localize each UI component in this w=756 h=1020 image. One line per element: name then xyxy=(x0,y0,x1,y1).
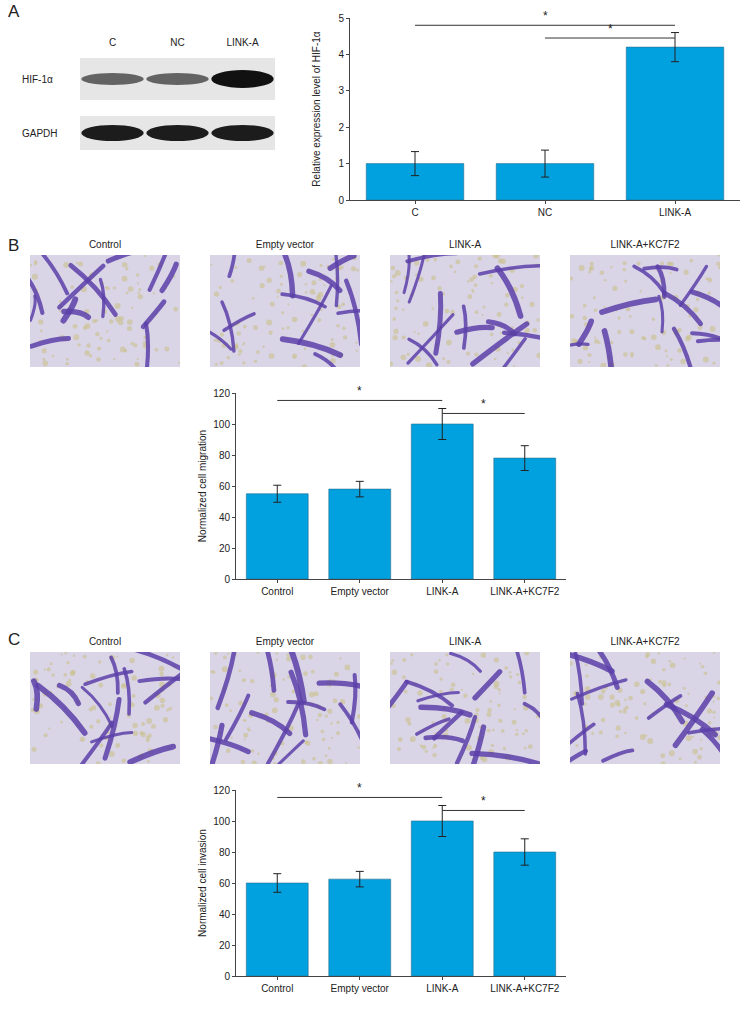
svg-text:NC: NC xyxy=(538,207,552,218)
svg-text:Normalized cell migration: Normalized cell migration xyxy=(197,430,208,542)
html-text:Control: Control xyxy=(88,239,122,250)
svg-text:Normalized cell invasion: Normalized cell invasion xyxy=(197,829,208,937)
html-text:LINK-A: LINK-A xyxy=(448,239,482,250)
svg-text:NC: NC xyxy=(170,37,184,48)
svg-text:4: 4 xyxy=(338,49,344,60)
svg-text:Control: Control xyxy=(261,586,293,597)
svg-text:0: 0 xyxy=(224,971,230,982)
svg-text:*: * xyxy=(543,9,548,23)
html-text:A: A xyxy=(8,2,20,21)
svg-text:*: * xyxy=(608,22,613,36)
svg-text:40: 40 xyxy=(219,909,231,920)
svg-text:GAPDH: GAPDH xyxy=(22,128,58,139)
svg-text:C: C xyxy=(109,37,116,48)
html-text:B: B xyxy=(8,236,20,255)
svg-text:*: * xyxy=(357,384,362,398)
svg-text:Empty vector: Empty vector xyxy=(331,983,390,994)
svg-text:LINK-A+KC7F2: LINK-A+KC7F2 xyxy=(490,586,560,597)
svg-text:120: 120 xyxy=(213,388,230,399)
svg-text:Control: Control xyxy=(261,983,293,994)
svg-text:*: * xyxy=(481,397,486,411)
svg-text:80: 80 xyxy=(219,450,231,461)
svg-text:20: 20 xyxy=(219,940,231,951)
html-text:LINK-A+KC7F2: LINK-A+KC7F2 xyxy=(610,636,680,647)
svg-text:40: 40 xyxy=(219,512,231,523)
html-text:C: C xyxy=(8,630,21,649)
html-text:Empty vector: Empty vector xyxy=(255,239,315,250)
svg-text:80: 80 xyxy=(219,847,231,858)
svg-text:LINK-A: LINK-A xyxy=(659,207,692,218)
html-text:LINK-A: LINK-A xyxy=(448,636,482,647)
svg-text:0: 0 xyxy=(224,574,230,585)
svg-text:LINK-A: LINK-A xyxy=(426,983,459,994)
svg-text:100: 100 xyxy=(213,816,230,827)
svg-text:120: 120 xyxy=(213,785,230,796)
svg-text:5: 5 xyxy=(338,13,344,24)
html-text:Empty vector: Empty vector xyxy=(255,636,315,647)
svg-text:*: * xyxy=(481,794,486,808)
svg-text:3: 3 xyxy=(338,85,344,96)
svg-text:HIF-1α: HIF-1α xyxy=(22,74,53,85)
svg-text:Empty vector: Empty vector xyxy=(331,586,390,597)
svg-text:60: 60 xyxy=(219,878,231,889)
svg-text:LINK-A: LINK-A xyxy=(226,37,259,48)
html-text:LINK-A+KC7F2: LINK-A+KC7F2 xyxy=(610,239,680,250)
svg-text:LINK-A+KC7F2: LINK-A+KC7F2 xyxy=(490,983,560,994)
svg-text:Relative expression level of H: Relative expression level of HIF-1α xyxy=(311,31,322,187)
svg-text:C: C xyxy=(411,207,418,218)
svg-text:*: * xyxy=(357,781,362,795)
svg-text:1: 1 xyxy=(338,158,344,169)
svg-text:60: 60 xyxy=(219,481,231,492)
svg-text:LINK-A: LINK-A xyxy=(426,586,459,597)
svg-text:0: 0 xyxy=(338,195,344,206)
svg-text:2: 2 xyxy=(338,122,344,133)
svg-text:100: 100 xyxy=(213,419,230,430)
html-text:Control: Control xyxy=(88,636,122,647)
svg-text:20: 20 xyxy=(219,543,231,554)
